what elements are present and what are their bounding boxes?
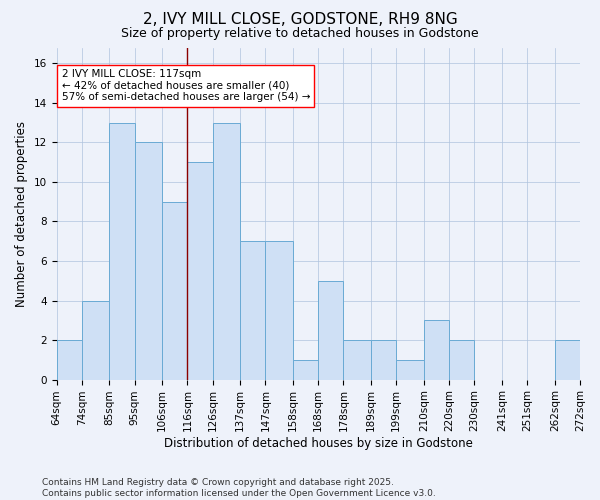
Bar (134, 142, 162, 380)
Y-axis label: Number of detached properties: Number of detached properties (15, 120, 28, 306)
Bar (265, 241, 293, 380)
Text: Contains HM Land Registry data © Crown copyright and database right 2025.
Contai: Contains HM Land Registry data © Crown c… (42, 478, 436, 498)
Bar (212, 122, 240, 380)
Bar (240, 241, 265, 380)
Bar (343, 340, 371, 380)
Bar (109, 122, 134, 380)
Bar (424, 320, 449, 380)
Bar (449, 340, 474, 380)
X-axis label: Distribution of detached houses by size in Godstone: Distribution of detached houses by size … (164, 437, 473, 450)
Bar (162, 202, 187, 380)
Bar (371, 340, 396, 380)
Bar (318, 281, 343, 380)
Bar (187, 162, 212, 380)
Bar (82, 300, 109, 380)
Text: 2 IVY MILL CLOSE: 117sqm
← 42% of detached houses are smaller (40)
57% of semi-d: 2 IVY MILL CLOSE: 117sqm ← 42% of detach… (62, 69, 310, 102)
Text: 2, IVY MILL CLOSE, GODSTONE, RH9 8NG: 2, IVY MILL CLOSE, GODSTONE, RH9 8NG (143, 12, 457, 28)
Text: Size of property relative to detached houses in Godstone: Size of property relative to detached ho… (121, 28, 479, 40)
Bar (293, 360, 318, 380)
Bar (555, 340, 580, 380)
Bar (396, 360, 424, 380)
Bar (56, 340, 82, 380)
